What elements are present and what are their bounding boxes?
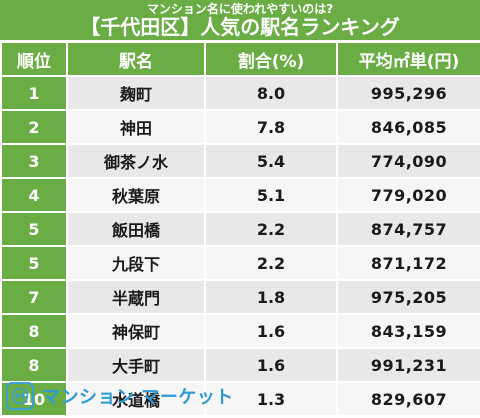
table-row: 3 御茶ノ水 5.4 774,090 bbox=[0, 143, 480, 179]
share-cell: 2.2 bbox=[204, 211, 338, 247]
avg-price-cell: 779,020 bbox=[336, 177, 480, 213]
share-cell: 1.6 bbox=[204, 313, 338, 349]
avg-price-cell: 995,296 bbox=[336, 75, 480, 111]
rank-cell: 7 bbox=[0, 279, 68, 315]
share-cell: 1.6 bbox=[204, 347, 338, 383]
table-row: 10 水道橋 1.3 829,607 bbox=[0, 381, 480, 417]
footer-brand: マンション マーケット bbox=[6, 379, 234, 413]
rank-cell: 1 bbox=[0, 75, 68, 111]
avg-price-cell: 774,090 bbox=[336, 143, 480, 179]
brand-name: マンション マーケット bbox=[42, 387, 234, 408]
avg-price-cell: 991,231 bbox=[336, 347, 480, 383]
column-header-share: 割合(%) bbox=[204, 41, 338, 77]
rank-cell: 8 bbox=[0, 347, 68, 383]
avg-price-cell: 829,607 bbox=[336, 381, 480, 417]
column-header-avg-price: 平均㎡単(円) bbox=[336, 41, 480, 77]
share-cell: 1.8 bbox=[204, 279, 338, 315]
page-title: 【千代田区】人気の駅名ランキング bbox=[80, 15, 400, 39]
station-cell: 飯田橋 bbox=[66, 211, 206, 247]
avg-price-cell: 843,159 bbox=[336, 313, 480, 349]
avg-price-cell: 846,085 bbox=[336, 109, 480, 145]
station-cell: 神田 bbox=[66, 109, 206, 145]
avg-price-cell: 871,172 bbox=[336, 245, 480, 281]
table-row: 5 飯田橋 2.2 874,757 bbox=[0, 211, 480, 247]
table-row: 8 大手町 1.6 991,231 bbox=[0, 347, 480, 383]
share-cell: 1.3 bbox=[204, 381, 338, 417]
title-banner: マンション名に使われやすいのは? 【千代田区】人気の駅名ランキング bbox=[0, 0, 480, 40]
share-cell: 5.1 bbox=[204, 177, 338, 213]
table-row: 2 神田 7.8 846,085 bbox=[0, 109, 480, 145]
rank-cell: 3 bbox=[0, 143, 68, 179]
building-logo-icon bbox=[6, 382, 34, 410]
station-cell: 水道橋 bbox=[66, 381, 206, 417]
table-row: 4 秋葉原 5.1 779,020 bbox=[0, 177, 480, 213]
share-cell: 8.0 bbox=[204, 75, 338, 111]
station-cell: 半蔵門 bbox=[66, 279, 206, 315]
station-cell: 秋葉原 bbox=[66, 177, 206, 213]
rank-cell: 4 bbox=[0, 177, 68, 213]
station-cell: 神保町 bbox=[66, 313, 206, 349]
column-header-station: 駅名 bbox=[66, 41, 206, 77]
avg-price-cell: 874,757 bbox=[336, 211, 480, 247]
table-row: 7 半蔵門 1.8 975,205 bbox=[0, 279, 480, 315]
station-cell: 御茶ノ水 bbox=[66, 143, 206, 179]
ranking-table: 順位 駅名 割合(%) 平均㎡単(円) 1 麹町 8.0 995,296 2 神田 7.8 8… bbox=[0, 41, 480, 417]
header-row: 順位 駅名 割合(%) 平均㎡単(円) bbox=[0, 41, 480, 77]
rank-cell: 2 bbox=[0, 109, 68, 145]
share-cell: 2.2 bbox=[204, 245, 338, 281]
rank-cell: 5 bbox=[0, 211, 68, 247]
table-row: 1 麹町 8.0 995,296 bbox=[0, 75, 480, 111]
share-cell: 7.8 bbox=[204, 109, 338, 145]
table-row: 8 神保町 1.6 843,159 bbox=[0, 313, 480, 349]
station-cell: 九段下 bbox=[66, 245, 206, 281]
column-header-rank: 順位 bbox=[0, 41, 68, 77]
station-cell: 大手町 bbox=[66, 347, 206, 383]
rank-cell: 8 bbox=[0, 313, 68, 349]
share-cell: 5.4 bbox=[204, 143, 338, 179]
subtitle: マンション名に使われやすいのは? bbox=[146, 2, 334, 16]
avg-price-cell: 975,205 bbox=[336, 279, 480, 315]
station-cell: 麹町 bbox=[66, 75, 206, 111]
table-row: 5 九段下 2.2 871,172 bbox=[0, 245, 480, 281]
rank-cell: 5 bbox=[0, 245, 68, 281]
